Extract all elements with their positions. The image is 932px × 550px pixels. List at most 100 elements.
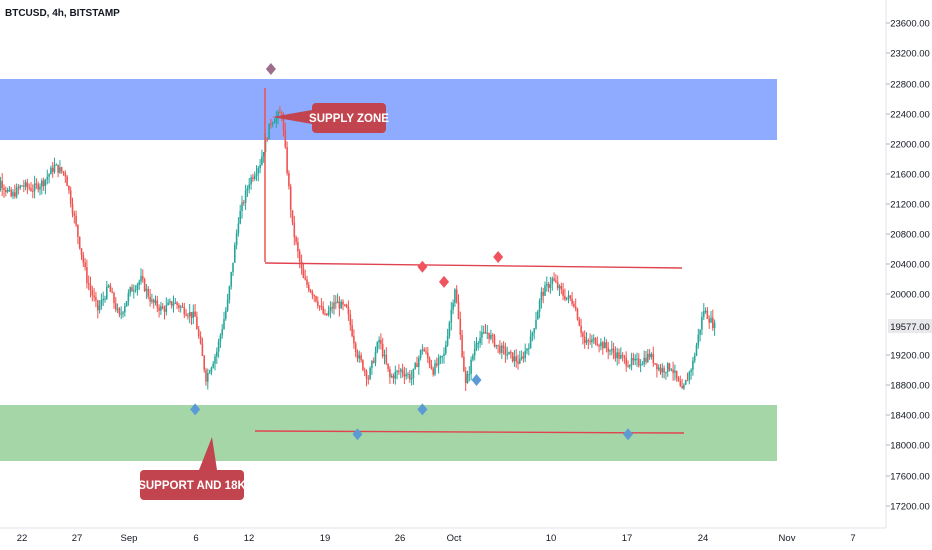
- candle-body: [666, 363, 669, 372]
- candle-body: [268, 123, 270, 140]
- candle-body: [475, 343, 478, 349]
- candle-body: [320, 305, 323, 307]
- candle-body: [275, 116, 278, 123]
- support-callout[interactable]: SUPPORT AND 18K: [138, 437, 246, 500]
- candle-body: [690, 369, 692, 372]
- candle-body: [293, 222, 296, 238]
- candle-body: [69, 190, 72, 204]
- candle-body: [46, 176, 49, 180]
- candle-body: [400, 369, 402, 372]
- candle-body: [446, 336, 449, 346]
- candle-body: [37, 184, 39, 190]
- current-price-tag: 19577.00: [888, 319, 932, 333]
- candle-body: [620, 355, 622, 359]
- candle-body: [423, 349, 425, 352]
- candle-body: [308, 284, 310, 291]
- candle-body: [585, 340, 588, 343]
- candle-body: [295, 237, 297, 242]
- candle-body: [659, 367, 662, 373]
- candle-body: [172, 303, 175, 306]
- candle-body: [134, 289, 137, 291]
- candle-body: [73, 213, 76, 216]
- candle-body: [266, 138, 269, 140]
- candle-body: [428, 358, 431, 365]
- candle-body: [53, 164, 56, 172]
- resistance-line[interactable]: [264, 262, 683, 269]
- candle-body: [363, 369, 366, 372]
- candle-body: [39, 186, 41, 190]
- candle-body: [535, 319, 537, 329]
- candle-body: [501, 345, 503, 353]
- price-axis[interactable]: 23600.00 23200.00 22800.00 22400.00 22000.00…: [886, 19, 930, 513]
- time-tick-label: 27: [72, 533, 83, 544]
- candle-body: [344, 304, 346, 306]
- candle-body: [623, 356, 626, 358]
- candle-body: [253, 175, 256, 179]
- candle-body: [232, 262, 234, 273]
- candle-body: [291, 210, 294, 223]
- candle-body: [486, 332, 489, 334]
- price-tick-label: 18800.00: [890, 381, 930, 392]
- support-line[interactable]: [254, 430, 685, 434]
- candle-body: [663, 368, 665, 373]
- candle-body: [556, 282, 559, 289]
- candle-body: [495, 344, 498, 347]
- candle-body: [289, 186, 292, 211]
- candle-body: [313, 295, 315, 297]
- candle-body: [243, 202, 245, 204]
- time-tick-label: 19: [320, 533, 331, 544]
- candle-body: [23, 185, 25, 187]
- candle-body: [358, 355, 361, 359]
- candle-body: [407, 374, 409, 376]
- candle-body: [378, 339, 380, 343]
- price-tick-label: 20400.00: [890, 260, 930, 271]
- candle-body: [383, 354, 386, 357]
- candle-body: [113, 293, 115, 304]
- supply-zone-callout[interactable]: SUPPLY ZONE: [272, 103, 389, 133]
- candle-body: [565, 297, 568, 300]
- candle-body: [315, 296, 317, 302]
- time-axis[interactable]: 22 27 Sep 6 12 19 26 Oct 10 17 24 Nov 7: [17, 533, 856, 544]
- candle-body: [17, 187, 20, 189]
- candle-body: [194, 311, 196, 317]
- candle-body: [389, 369, 391, 377]
- candle-body: [1, 180, 3, 188]
- candle-body: [235, 233, 238, 245]
- candle-body: [627, 365, 629, 367]
- candle-body: [701, 316, 703, 330]
- candle-body: [381, 343, 384, 357]
- candle-body: [12, 192, 14, 197]
- candle-body: [531, 332, 534, 337]
- candle-body: [553, 278, 555, 281]
- candle-body: [353, 336, 355, 344]
- candle-body: [616, 352, 618, 359]
- time-tick-label: 12: [244, 533, 255, 544]
- pivot-marker: [493, 250, 504, 263]
- candle-body: [629, 365, 631, 367]
- candle-body: [562, 289, 564, 296]
- candle-body: [212, 363, 214, 368]
- pivot-marker: [623, 428, 633, 441]
- candle-body: [93, 295, 95, 298]
- candle-body: [510, 351, 512, 353]
- time-tick-label: Oct: [447, 533, 462, 544]
- candle-body: [414, 363, 416, 369]
- candle-body: [230, 272, 232, 287]
- candle-body: [156, 300, 159, 308]
- candle-body: [587, 340, 590, 342]
- candle-body: [104, 298, 106, 300]
- candle-body: [158, 307, 160, 311]
- candle-body: [176, 302, 178, 306]
- candle-body: [147, 288, 149, 297]
- candle-body: [225, 310, 227, 319]
- price-tick-label: 20800.00: [890, 230, 930, 241]
- candle-body: [564, 295, 566, 300]
- candle-body: [502, 345, 505, 348]
- candle-body: [445, 345, 447, 354]
- candle-body: [574, 306, 577, 309]
- candle-body: [300, 261, 303, 269]
- candle-body: [167, 302, 169, 305]
- support-callout-box: [140, 470, 244, 500]
- candle-body: [89, 284, 92, 290]
